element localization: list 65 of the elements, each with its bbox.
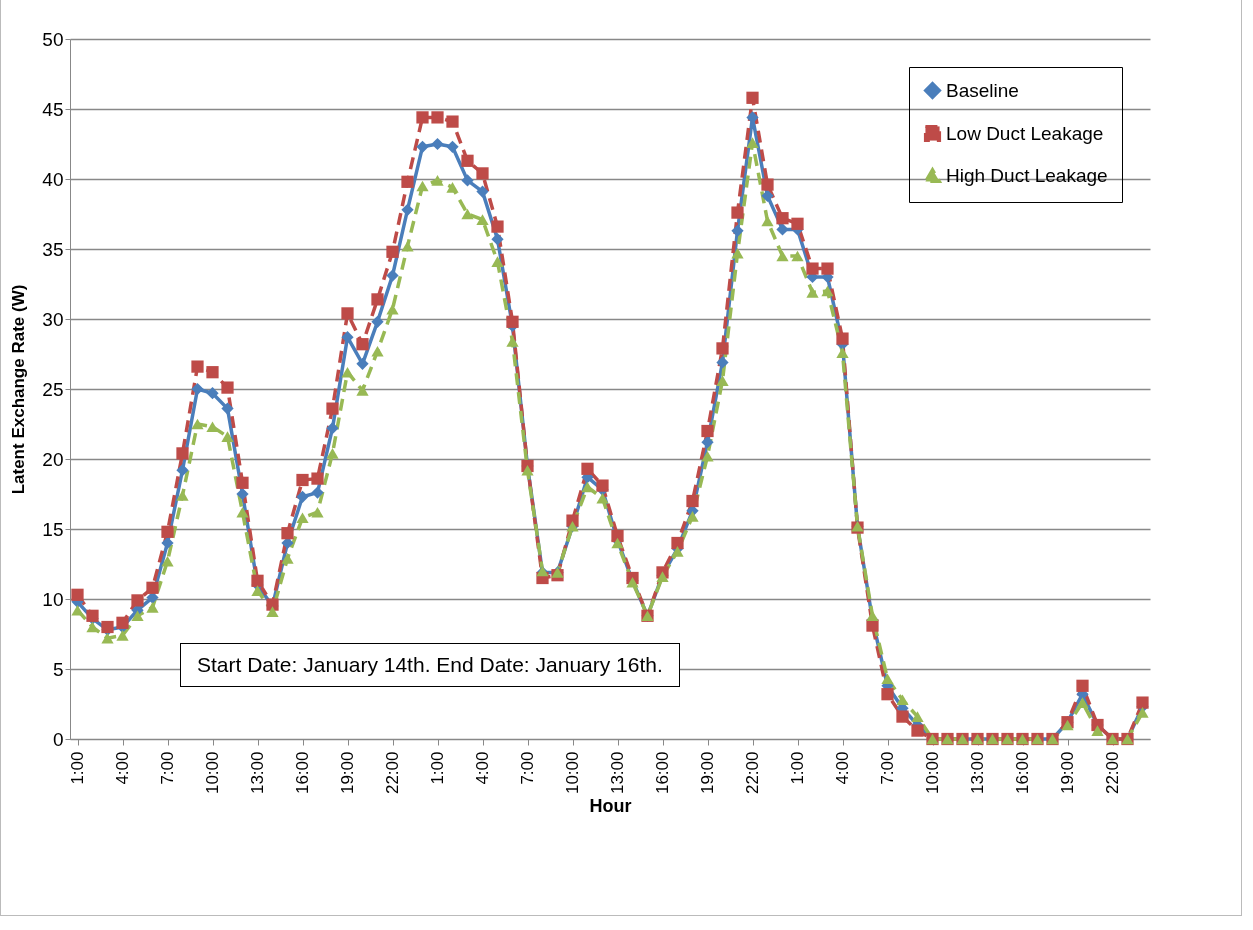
point <box>176 464 189 477</box>
point <box>326 422 339 435</box>
x-tick-label: 19:00 <box>338 751 357 795</box>
point <box>416 140 429 153</box>
point <box>761 189 774 202</box>
x-tick-label: 22:00 <box>1103 751 1122 795</box>
y-tick-label: 15 <box>42 518 64 540</box>
point <box>341 331 354 344</box>
y-tick-label: 0 <box>52 728 64 750</box>
legend-label: Baseline <box>946 79 1019 101</box>
x-tick-label: 13:00 <box>968 751 987 795</box>
annotation: Start Date: January 14th. End Date: January 16th. <box>180 642 680 687</box>
point <box>386 269 399 282</box>
point <box>446 140 459 153</box>
y-tick-label: 35 <box>42 238 64 260</box>
point <box>161 536 174 550</box>
y-tick-label: 30 <box>42 308 64 330</box>
x-tick-label: 16:00 <box>1013 751 1032 795</box>
y-tick-label: 25 <box>42 378 64 400</box>
x-tick-label: 16:00 <box>293 751 312 795</box>
x-tick-label: 1:00 <box>788 751 807 785</box>
point <box>296 490 309 503</box>
point <box>716 356 729 369</box>
point <box>401 203 414 216</box>
x-tick-label: 10:00 <box>203 751 222 795</box>
x-tick-label: 16:00 <box>653 751 672 795</box>
y-tick-label: 5 <box>52 658 64 680</box>
y-tick-label: 10 <box>42 588 64 610</box>
point <box>701 436 714 449</box>
legend-label: High Duct Leakage <box>946 164 1108 186</box>
x-tick-label: 4:00 <box>113 751 132 785</box>
point <box>206 387 219 400</box>
x-tick-label: 1:00 <box>68 751 87 785</box>
point <box>476 185 489 198</box>
y-axis-title: Latent Exchange Rate (W) <box>9 284 29 495</box>
point <box>491 233 504 246</box>
y-tick-label: 20 <box>42 448 64 470</box>
x-tick-label: 19:00 <box>698 751 717 795</box>
x-tick-label: 4:00 <box>473 751 492 785</box>
point <box>356 357 369 370</box>
point <box>191 382 204 396</box>
y-tick-label: 40 <box>42 168 64 190</box>
point <box>371 315 384 328</box>
x-tick-label: 13:00 <box>248 751 267 795</box>
x-tick-label: 22:00 <box>743 751 762 795</box>
point <box>236 487 249 501</box>
legend-label: Low Duct Leakage <box>946 122 1104 144</box>
x-tick-label: 4:00 <box>833 751 852 785</box>
point <box>731 224 744 237</box>
point <box>311 486 324 499</box>
x-tick-label: 10:00 <box>563 751 582 795</box>
point <box>461 174 474 187</box>
x-tick-label: 13:00 <box>608 751 627 795</box>
point <box>431 137 444 151</box>
x-tick-label: 10:00 <box>923 751 942 795</box>
point <box>221 402 234 415</box>
x-tick-label: 1:00 <box>428 751 447 785</box>
y-tick-label: 45 <box>42 98 64 120</box>
x-axis-title: Hour <box>589 796 632 817</box>
y-tick-label: 50 <box>42 28 64 50</box>
x-tick-label: 19:00 <box>1058 751 1077 795</box>
x-tick-label: 22:00 <box>383 751 402 795</box>
x-tick-label: 7:00 <box>518 751 537 785</box>
x-tick-label: 7:00 <box>158 751 177 785</box>
x-tick-label: 7:00 <box>878 751 897 785</box>
